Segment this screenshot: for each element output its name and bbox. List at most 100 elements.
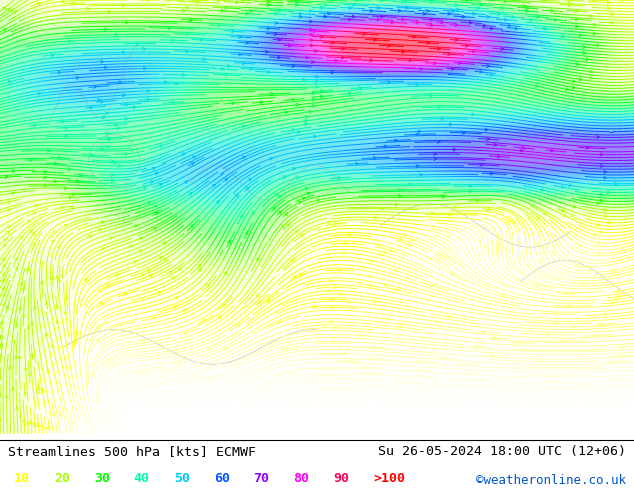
FancyArrowPatch shape (193, 0, 195, 1)
FancyArrowPatch shape (175, 297, 178, 299)
FancyArrowPatch shape (384, 250, 386, 253)
FancyArrowPatch shape (501, 295, 505, 298)
FancyArrowPatch shape (440, 254, 443, 256)
FancyArrowPatch shape (590, 15, 593, 17)
FancyArrowPatch shape (44, 426, 47, 429)
FancyArrowPatch shape (9, 366, 11, 369)
FancyArrowPatch shape (366, 366, 369, 368)
FancyArrowPatch shape (4, 238, 6, 242)
FancyArrowPatch shape (419, 360, 422, 363)
FancyArrowPatch shape (224, 348, 227, 351)
FancyArrowPatch shape (441, 21, 444, 24)
FancyArrowPatch shape (22, 314, 25, 317)
FancyArrowPatch shape (547, 416, 550, 418)
FancyArrowPatch shape (314, 49, 317, 52)
FancyArrowPatch shape (303, 78, 306, 81)
FancyArrowPatch shape (139, 250, 142, 253)
FancyArrowPatch shape (243, 400, 247, 402)
FancyArrowPatch shape (146, 98, 150, 101)
FancyArrowPatch shape (604, 176, 607, 179)
FancyArrowPatch shape (311, 61, 314, 64)
FancyArrowPatch shape (430, 24, 433, 26)
FancyArrowPatch shape (347, 300, 350, 303)
FancyArrowPatch shape (203, 58, 205, 61)
FancyArrowPatch shape (124, 293, 127, 296)
FancyArrowPatch shape (349, 92, 351, 95)
FancyArrowPatch shape (618, 295, 621, 298)
FancyArrowPatch shape (299, 12, 302, 15)
FancyArrowPatch shape (434, 153, 436, 155)
FancyArrowPatch shape (57, 246, 60, 249)
FancyArrowPatch shape (143, 342, 146, 344)
FancyArrowPatch shape (155, 213, 158, 215)
FancyArrowPatch shape (551, 386, 553, 389)
FancyArrowPatch shape (400, 420, 403, 423)
FancyArrowPatch shape (387, 44, 391, 47)
FancyArrowPatch shape (600, 153, 603, 156)
FancyArrowPatch shape (113, 162, 117, 164)
FancyArrowPatch shape (593, 426, 597, 429)
FancyArrowPatch shape (299, 275, 302, 277)
FancyArrowPatch shape (579, 34, 582, 36)
FancyArrowPatch shape (505, 18, 507, 21)
FancyArrowPatch shape (191, 225, 193, 228)
FancyArrowPatch shape (420, 68, 422, 70)
FancyArrowPatch shape (217, 24, 221, 26)
FancyArrowPatch shape (621, 346, 624, 348)
FancyArrowPatch shape (396, 288, 398, 291)
FancyArrowPatch shape (356, 0, 358, 1)
FancyArrowPatch shape (98, 229, 101, 231)
FancyArrowPatch shape (19, 414, 22, 417)
FancyArrowPatch shape (311, 44, 313, 47)
FancyArrowPatch shape (331, 298, 333, 300)
FancyArrowPatch shape (564, 423, 567, 426)
FancyArrowPatch shape (339, 345, 342, 348)
FancyArrowPatch shape (437, 380, 440, 383)
FancyArrowPatch shape (370, 9, 373, 12)
FancyArrowPatch shape (169, 271, 172, 273)
FancyArrowPatch shape (292, 65, 295, 68)
FancyArrowPatch shape (312, 92, 315, 95)
FancyArrowPatch shape (547, 422, 550, 425)
FancyArrowPatch shape (488, 208, 490, 211)
FancyArrowPatch shape (69, 196, 72, 199)
FancyArrowPatch shape (101, 221, 104, 224)
FancyArrowPatch shape (13, 11, 16, 14)
FancyArrowPatch shape (323, 323, 326, 326)
FancyArrowPatch shape (313, 30, 316, 32)
FancyArrowPatch shape (554, 322, 557, 325)
FancyArrowPatch shape (607, 221, 611, 224)
FancyArrowPatch shape (102, 116, 105, 119)
FancyArrowPatch shape (87, 7, 89, 10)
FancyArrowPatch shape (604, 313, 607, 316)
FancyArrowPatch shape (448, 12, 451, 15)
FancyArrowPatch shape (504, 417, 507, 420)
FancyArrowPatch shape (90, 106, 93, 109)
FancyArrowPatch shape (607, 1, 610, 4)
FancyArrowPatch shape (184, 181, 188, 184)
FancyArrowPatch shape (597, 44, 600, 47)
FancyArrowPatch shape (189, 193, 192, 196)
FancyArrowPatch shape (224, 271, 226, 275)
FancyArrowPatch shape (65, 126, 68, 129)
FancyArrowPatch shape (15, 356, 18, 359)
FancyArrowPatch shape (418, 130, 421, 133)
FancyArrowPatch shape (298, 201, 301, 204)
FancyArrowPatch shape (538, 260, 541, 263)
FancyArrowPatch shape (330, 306, 333, 309)
FancyArrowPatch shape (58, 279, 60, 282)
FancyArrowPatch shape (542, 251, 545, 254)
FancyArrowPatch shape (465, 371, 468, 374)
FancyArrowPatch shape (469, 377, 472, 380)
FancyArrowPatch shape (38, 387, 41, 390)
FancyArrowPatch shape (235, 1, 238, 3)
FancyArrowPatch shape (369, 275, 372, 278)
FancyArrowPatch shape (607, 191, 610, 194)
FancyArrowPatch shape (147, 201, 150, 204)
FancyArrowPatch shape (611, 21, 614, 24)
FancyArrowPatch shape (216, 424, 219, 427)
FancyArrowPatch shape (212, 184, 216, 187)
FancyArrowPatch shape (380, 0, 383, 1)
FancyArrowPatch shape (288, 44, 291, 47)
FancyArrowPatch shape (446, 239, 449, 242)
